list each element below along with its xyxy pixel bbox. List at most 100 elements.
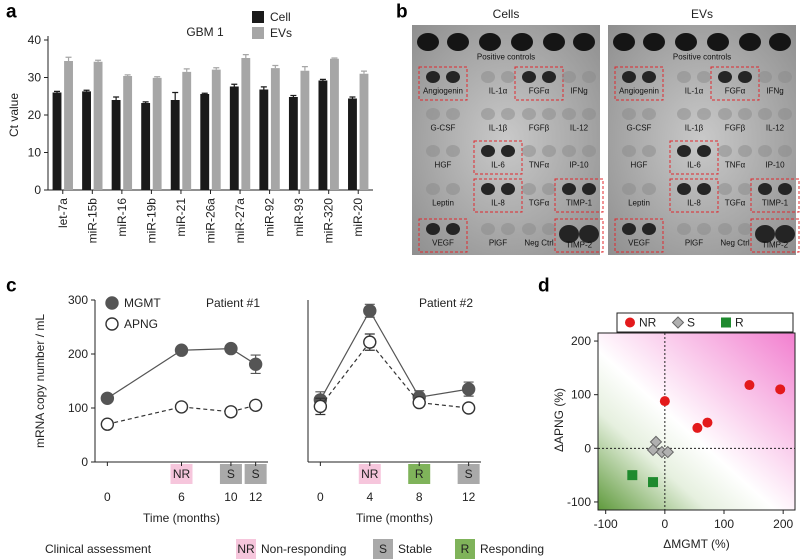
spot xyxy=(562,108,576,120)
legend-label: Responding xyxy=(480,542,544,556)
x-tick-label: miR-20 xyxy=(351,198,365,237)
bar xyxy=(152,77,162,190)
y-tick-label: 10 xyxy=(28,146,42,160)
marker xyxy=(313,399,328,414)
array-label: VEGF xyxy=(628,239,650,248)
array-label: TIMP-2 xyxy=(762,241,789,250)
spot xyxy=(522,145,536,157)
spot xyxy=(542,183,556,195)
y-axis-label: mRNA copy number / mL xyxy=(33,314,47,448)
point xyxy=(648,477,659,488)
spot xyxy=(613,33,635,51)
marker xyxy=(461,382,476,396)
error-bar xyxy=(124,74,131,76)
bar xyxy=(123,76,133,190)
array-title: EVs xyxy=(691,7,713,21)
assessment-box xyxy=(219,464,242,484)
array-label: Angiogenin xyxy=(423,87,463,96)
assessment-box xyxy=(244,464,267,484)
x-tick-label: miR-93 xyxy=(292,198,306,237)
spot xyxy=(426,183,440,195)
x-tick-label: miR-16 xyxy=(115,198,129,237)
marker xyxy=(248,357,263,371)
array-label: Positive controls xyxy=(477,53,535,62)
array-label: TIMP-1 xyxy=(762,199,789,208)
spot xyxy=(718,108,732,120)
spot xyxy=(643,33,665,51)
array-label: TNFα xyxy=(529,161,550,170)
array-label: IL-1β xyxy=(489,124,508,133)
error-bar xyxy=(231,83,238,87)
spot xyxy=(522,108,536,120)
spot xyxy=(778,145,792,157)
error-bar xyxy=(172,91,179,100)
array-label: TGFα xyxy=(529,199,550,208)
spot xyxy=(622,145,636,157)
spot xyxy=(718,71,732,83)
array-label: HGF xyxy=(631,161,648,170)
spot xyxy=(622,223,636,235)
y-tick-label: 0 xyxy=(584,441,591,455)
highlight-box xyxy=(418,218,468,253)
array-label: IP-10 xyxy=(569,161,589,170)
marker xyxy=(224,341,238,356)
spot xyxy=(582,183,596,195)
marker xyxy=(100,417,115,431)
error-bar xyxy=(349,96,356,99)
x-tick-label: 10 xyxy=(224,490,238,504)
spot xyxy=(562,183,576,195)
legend-label: Non-responding xyxy=(261,542,346,556)
spot xyxy=(426,223,440,235)
legend-label: NR xyxy=(639,316,657,330)
spot xyxy=(697,183,711,195)
x-tick-label: 0 xyxy=(662,517,669,531)
x-tick-label: miR-92 xyxy=(263,198,277,237)
x-tick-label: 0 xyxy=(104,490,111,504)
bar xyxy=(229,86,239,190)
bar xyxy=(200,94,210,190)
legend-swatch xyxy=(236,539,256,559)
marker xyxy=(100,391,115,405)
spot xyxy=(697,145,711,157)
legend-code: S xyxy=(379,542,387,556)
legend-label: EVs xyxy=(270,26,292,40)
bar xyxy=(82,91,91,190)
spot xyxy=(697,71,711,83)
chart-title: Patient #2 xyxy=(419,296,473,310)
spot xyxy=(755,225,775,243)
error-bar xyxy=(290,94,297,97)
y-tick-label: -100 xyxy=(567,495,591,509)
spot xyxy=(642,108,656,120)
spot xyxy=(479,33,501,51)
spot xyxy=(642,145,656,157)
error-bar xyxy=(65,56,72,61)
array-label: PlGF xyxy=(685,239,703,248)
error-bar xyxy=(142,101,149,103)
legend-label: Cell xyxy=(270,10,291,24)
legend-title: Clinical assessment xyxy=(45,542,152,556)
highlight-box xyxy=(514,66,564,101)
x-tick-label: miR-320 xyxy=(322,198,336,244)
marker xyxy=(248,398,263,412)
spot xyxy=(778,108,792,120)
spot xyxy=(758,108,772,120)
bar xyxy=(170,100,180,190)
bar xyxy=(64,61,73,190)
point xyxy=(744,380,755,391)
bar xyxy=(241,58,251,190)
spot xyxy=(769,33,791,51)
bar xyxy=(348,98,357,190)
spot xyxy=(758,145,772,157)
marker xyxy=(174,400,189,414)
panel-label: a xyxy=(6,2,17,23)
spot xyxy=(738,223,752,235)
spot xyxy=(446,71,460,83)
highlight-box xyxy=(418,66,468,101)
error-bar xyxy=(201,92,208,94)
marker xyxy=(461,401,476,415)
highlight-box xyxy=(614,218,664,253)
series-line xyxy=(319,309,469,401)
spot xyxy=(511,33,533,51)
assessment-box xyxy=(457,464,480,484)
spot xyxy=(481,223,495,235)
